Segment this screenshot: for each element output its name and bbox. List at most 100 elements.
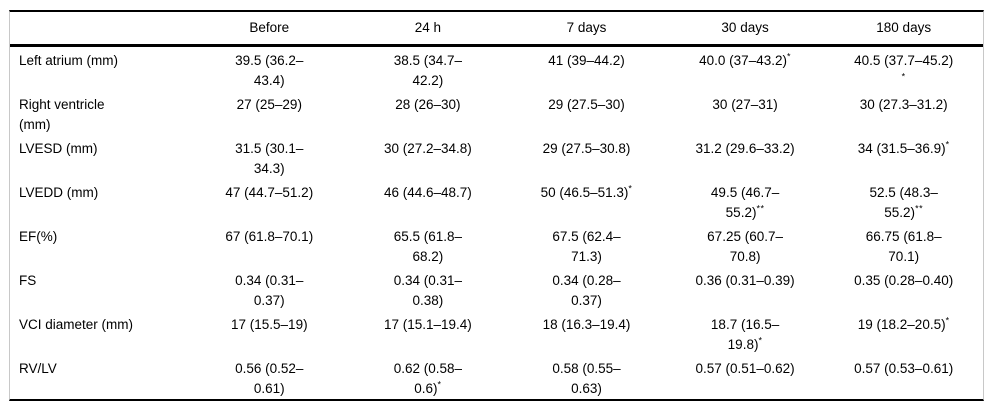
value-text: 66.75 (61.8– [865,229,942,244]
data-cell: 29 (27.5–30) [507,91,666,135]
data-cell: 0.57 (0.51–0.62) [666,355,825,399]
data-cell: 31.2 (29.6–33.2) [666,135,825,179]
data-cell-line: 0.37) [513,291,660,311]
value-text: 0.35 (0.28–0.40) [854,273,954,288]
data-cell: 46 (44.6–48.7) [349,179,508,223]
value-text: 71.3) [571,249,602,264]
value-text: 40.5 (37.7–45.2) [854,53,954,68]
echo-parameters-table: Before 24 h 7 days 30 days 180 days Left atr… [10,12,983,399]
data-cell-line: 0.34 (0.31– [355,271,502,291]
value-text: 50 (46.5–51.3) [540,185,629,200]
data-cell-line: 40.0 (37–43.2)* [672,51,819,71]
row-label: EF(%) [10,223,190,267]
row-label: LVEDD (mm) [10,179,190,223]
data-cell: 30 (27–31) [666,91,825,135]
data-cell: 0.62 (0.58– 0.6)* [349,355,508,399]
data-cell: 0.35 (0.28–0.40) [824,267,983,311]
data-cell: 0.34 (0.31– 0.37) [190,267,349,311]
data-cell-line: 0.37) [196,291,343,311]
value-text: 67 (61.8–70.1) [225,229,314,244]
value-text: 17 (15.1–19.4) [383,317,472,332]
value-text: 0.34 (0.31– [235,273,304,288]
value-text: 30 (27.2–34.8) [383,141,472,156]
data-cell: 67 (61.8–70.1) [190,223,349,267]
table-row: FS 0.34 (0.31– 0.37) 0.34 (0.31– 0.38) 0.34 (… [10,267,983,311]
data-cell-line: 67.25 (60.7– [672,227,819,247]
data-cell-line: 39.5 (36.2– [196,51,343,71]
data-cell: 0.34 (0.31– 0.38) [349,267,508,311]
data-cell-line: 0.58 (0.55– [513,359,660,379]
significance-asterisk: ** [915,203,924,214]
value-text: 18.7 (16.5– [710,317,780,332]
value-text: 52.5 (48.3– [869,185,938,200]
data-cell-line: 30 (27.3–31.2) [830,95,977,115]
data-cell: 50 (46.5–51.3)* [507,179,666,223]
value-text: 68.2) [412,249,444,264]
row-label-line: LVESD (mm) [19,141,98,156]
table-header: Before 24 h 7 days 30 days 180 days [10,12,983,46]
timepoint-column-header: 24 h [414,20,442,35]
value-text: 34 (31.5–36.9) [857,141,946,156]
table-row: EF(%) 67 (61.8–70.1) 65.5 (61.8– 68.2) 67.5 … [10,223,983,267]
data-cell: 0.36 (0.31–0.39) [666,267,825,311]
data-cell-line: 0.56 (0.52– [196,359,343,379]
data-cell-line: 0.57 (0.51–0.62) [672,359,819,379]
header-row: Before 24 h 7 days 30 days 180 days [10,12,983,46]
data-cell: 40.0 (37–43.2)* [666,46,825,92]
data-cell-line: 66.75 (61.8– [830,227,977,247]
data-cell: 66.75 (61.8– 70.1) [824,223,983,267]
data-cell-line: 47 (44.7–51.2) [196,183,343,203]
significance-asterisk: * [437,379,442,390]
data-cell: 29 (27.5–30.8) [507,135,666,179]
value-text: 0.63) [571,381,602,396]
data-cell: 49.5 (46.7– 55.2)** [666,179,825,223]
significance-asterisk: * [758,335,763,346]
timepoint-column-header: 30 days [721,20,769,35]
data-cell-line: 0.38) [355,291,502,311]
value-text: 67.5 (62.4– [552,229,621,244]
value-text: 70.1) [888,249,920,264]
value-text: 31.2 (29.6–33.2) [695,141,795,156]
data-cell-line: 18.7 (16.5– [672,315,819,335]
data-cell: 39.5 (36.2– 43.4) [190,46,349,92]
value-text: 19 (18.2–20.5) [857,317,946,332]
data-cell-line: 0.63) [513,379,660,399]
value-text: 27 (25–29) [236,97,302,112]
data-cell-line: 67.5 (62.4– [513,227,660,247]
data-cell-line: 70.8) [672,247,819,267]
value-text: 28 (26–30) [395,97,461,112]
data-cell: 0.58 (0.55– 0.63) [507,355,666,399]
data-cell: 40.5 (37.7–45.2) * [824,46,983,92]
data-cell-line: 0.34 (0.28– [513,271,660,291]
significance-asterisk: * [945,315,950,326]
significance-asterisk: * [786,51,791,62]
data-cell-line: 0.61) [196,379,343,399]
row-label-line: Left atrium (mm) [19,53,119,68]
value-text: 0.34 (0.31– [393,273,463,288]
value-text: 29 (27.5–30.8) [542,141,631,156]
data-cell-line: 0.34 (0.31– [196,271,343,291]
data-cell-line: 19.8)* [672,335,819,355]
value-text: 43.4) [253,73,285,88]
data-cell-line: 50 (46.5–51.3)* [513,183,660,203]
data-cell-line: 0.62 (0.58– [355,359,502,379]
data-cell: 0.57 (0.53–0.61) [824,355,983,399]
data-cell: 52.5 (48.3– 55.2)** [824,179,983,223]
row-label-line: VCI diameter (mm) [19,317,134,332]
value-text: 30 (27.3–31.2) [859,97,948,112]
data-cell-line: * [830,71,977,91]
data-cell: 30 (27.2–34.8) [349,135,508,179]
significance-asterisk: * [901,71,906,82]
timepoint-column-header: 180 days [876,20,932,35]
data-cell-line: 43.4) [196,71,343,91]
data-cell-line: 49.5 (46.7– [672,183,819,203]
row-label: VCI diameter (mm) [10,311,190,355]
value-text: 40.0 (37–43.2) [699,53,787,68]
data-cell: 0.56 (0.52– 0.61) [190,355,349,399]
table-row: LVESD (mm) 31.5 (30.1– 34.3) 30 (27.2–34.8)… [10,135,983,179]
data-cell: 41 (39–44.2) [507,46,666,92]
value-text: 18 (16.3–19.4) [542,317,631,332]
data-cell-line: 28 (26–30) [355,95,502,115]
value-text: 46 (44.6–48.7) [383,185,472,200]
data-cell-line: 29 (27.5–30) [513,95,660,115]
